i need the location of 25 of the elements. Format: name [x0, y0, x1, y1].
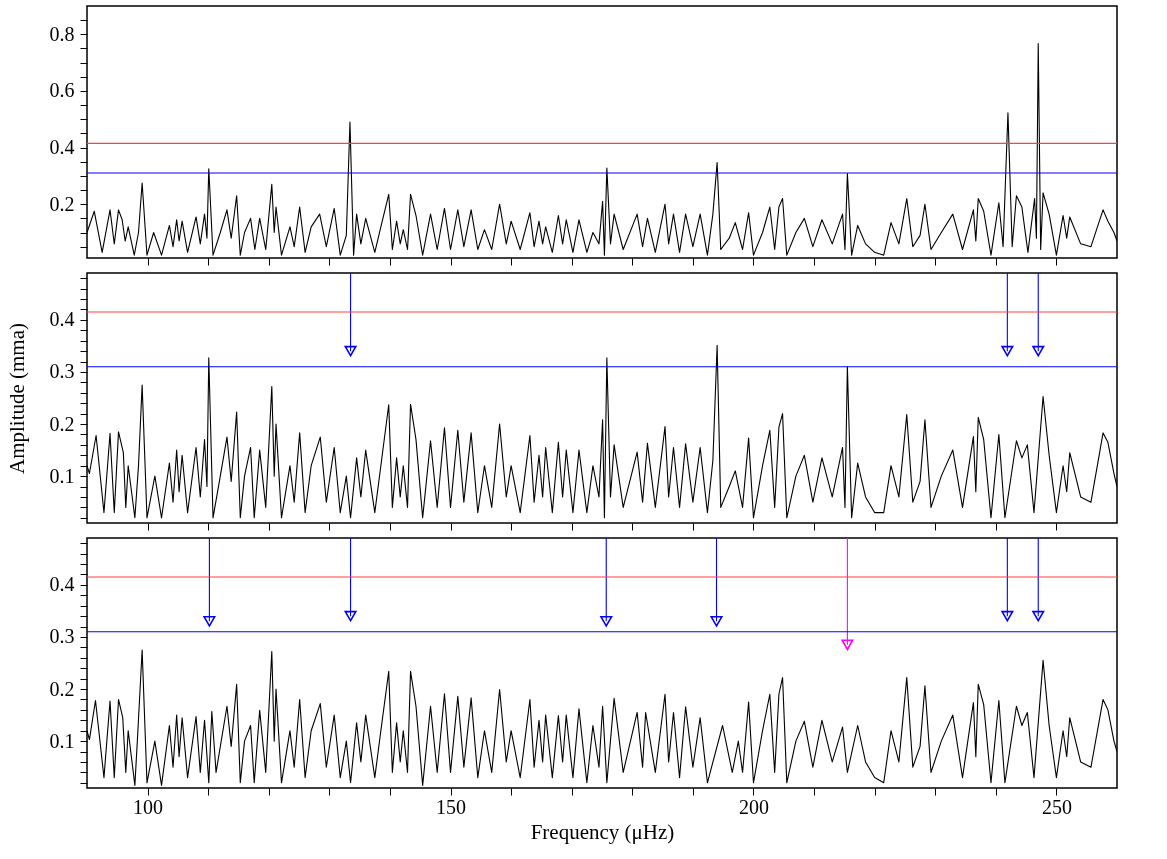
y-tick-label: 0.8 [49, 22, 75, 45]
x-axis-title: Frequency (μHz) [530, 819, 675, 844]
point [841, 639, 854, 651]
point [600, 615, 613, 627]
y-tick-label: 0.4 [49, 308, 75, 331]
y-tick-label: 0.4 [49, 136, 75, 159]
x-tick-label: 150 [436, 795, 467, 818]
point [1001, 610, 1014, 622]
point [344, 610, 357, 622]
y-tick-label: 0.1 [49, 729, 75, 752]
x-tick-label: 200 [738, 795, 769, 818]
point [203, 615, 216, 627]
x-tick-label: 100 [133, 795, 164, 818]
y-tick-label: 0.2 [49, 677, 75, 700]
y-tick-label: 0.3 [49, 360, 75, 383]
x-tick-label: 250 [1041, 795, 1072, 818]
point [710, 615, 723, 627]
y-tick-label: 0.6 [49, 79, 75, 102]
y-tick-label: 0.4 [49, 573, 75, 596]
point [1032, 610, 1045, 622]
y-tick-label: 0.2 [49, 412, 75, 435]
y-tick-label: 0.1 [49, 464, 75, 487]
y-tick-label: 0.3 [49, 625, 75, 648]
y-tick-label: 0.2 [49, 192, 75, 215]
y-axis-title: Amplitude (mma) [4, 322, 29, 475]
